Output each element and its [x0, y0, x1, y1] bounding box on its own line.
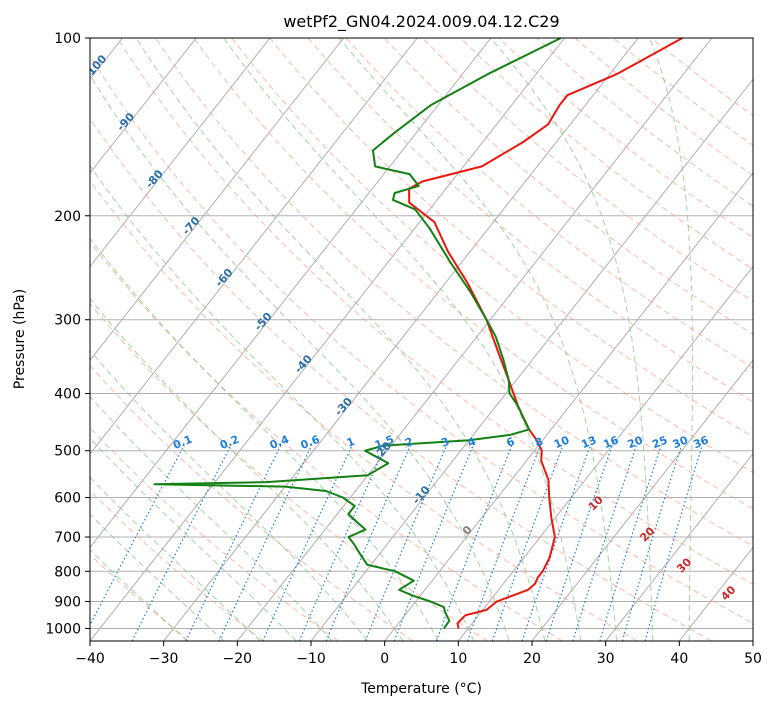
mixing-ratio-line: [131, 445, 232, 641]
mixing-ratio-line: [572, 445, 638, 641]
y-tick-label: 400: [54, 387, 81, 403]
y-tick-label: 300: [54, 313, 81, 329]
y-tick-label: 500: [54, 444, 81, 460]
mixing-ratio-label: 36: [691, 433, 710, 451]
isotherm-line: [90, 38, 492, 549]
y-axis-label: Pressure (hPa): [12, 289, 28, 389]
isotherm-line: [605, 452, 753, 641]
mixing-ratio-line: [621, 445, 683, 641]
mixing-ratio-line: [393, 445, 474, 641]
mixing-ratio-label: 8: [533, 435, 545, 450]
mixing-ratio-label: 20: [626, 433, 645, 451]
isotherm-line: [90, 38, 344, 361]
mixing-ratio-line: [521, 445, 591, 641]
dry-adiabat-line: [269, 38, 753, 438]
dry-adiabat-line: [155, 38, 753, 547]
y-tick-label: 600: [54, 490, 81, 506]
isotherm-line: [163, 38, 639, 641]
isotherm-line: [457, 265, 753, 641]
data-series: [153, 38, 683, 630]
moist-adiabat-line: [649, 38, 693, 641]
mixing-ratio-label: 30: [671, 433, 690, 451]
dry-adiabat-line: [90, 54, 753, 624]
dry-adiabat-line: [422, 38, 753, 302]
x-tick-label: 40: [670, 651, 688, 667]
mixing-ratio-label: 1: [345, 435, 357, 450]
y-tick-label: 100: [54, 31, 81, 47]
isotherm-line: [384, 172, 753, 641]
moist-adiabat-line: [90, 437, 297, 641]
mixing-ratio-line: [435, 445, 513, 641]
moist-adiabat-line: [338, 38, 618, 641]
mixing-ratio-line: [644, 445, 703, 641]
dry-adiabat-line: [90, 117, 712, 641]
y-tick-label: 900: [54, 594, 81, 610]
x-axis-label: Temperature (°C): [360, 681, 482, 697]
dry-adiabat-line: [90, 364, 414, 641]
x-tick-label: −40: [75, 651, 105, 667]
x-tick-label: 30: [597, 651, 615, 667]
dry-adiabat-line: [90, 427, 339, 641]
x-tick-label: −10: [296, 651, 326, 667]
isotherm-line: [310, 78, 753, 641]
mixing-ratio-label: 16: [601, 433, 620, 451]
isotherm-line: [90, 38, 271, 268]
mixing-ratio-line: [185, 445, 282, 641]
y-tick-label: 800: [54, 564, 81, 580]
x-tick-label: 20: [523, 651, 541, 667]
x-tick-label: 0: [380, 651, 389, 667]
plot-area: 0.1 0.2 0.4 0.6 1 1.5 2 3 4 6 8 10 13 16 20 25 30 36-100-…: [90, 38, 753, 641]
mixing-ratio-line: [466, 445, 541, 641]
dry-adiabat-line: [116, 38, 753, 585]
dry-adiabat-line: [90, 553, 190, 641]
mixing-ratio-line: [545, 445, 613, 641]
mixing-ratio-line: [298, 445, 387, 641]
moist-adiabat-line: [90, 73, 510, 641]
x-tick-label: 50: [744, 651, 762, 667]
mixing-ratio-line: [491, 445, 564, 641]
isotherm-line: [90, 38, 197, 174]
dry-adiabat-line: [90, 179, 638, 641]
mixing-ratio-lines: [90, 445, 703, 641]
dry-adiabat-line: [193, 38, 753, 510]
temperature-profile: [408, 38, 683, 629]
x-tick-label: −20: [223, 651, 253, 667]
moist-adiabat-line: [90, 237, 439, 641]
dry-adiabat-line: [307, 38, 753, 403]
mixing-ratio-label: 2: [403, 435, 415, 450]
x-tick-label: −30: [149, 651, 179, 667]
x-tick-label: 10: [449, 651, 467, 667]
dry-adiabat-line: [90, 241, 563, 641]
isotherm-line: [236, 38, 713, 641]
isotherm-line: [90, 38, 565, 641]
y-tick-label: 200: [54, 209, 81, 225]
isotherm-line: [90, 38, 418, 455]
mixing-ratio-label: 13: [579, 433, 598, 451]
moist-adiabat-line: [490, 38, 654, 641]
chart-title: wetPf2_GN04.2024.009.04.12.C29: [283, 12, 559, 32]
mixing-ratio-label: 3: [439, 435, 451, 450]
mixing-ratio-label: 10: [552, 433, 571, 451]
moist-adiabat-line: [90, 297, 404, 641]
moist-adiabats: [90, 38, 693, 641]
axis-ticks: −40 −30 −20 −10 0 10 20 30 40 50 100 200 300 400 500 60…: [45, 31, 762, 667]
y-tick-label: 700: [54, 530, 81, 546]
grid-lines: [90, 38, 753, 641]
moist-adiabat-line: [90, 395, 333, 641]
plot-frame: [89, 37, 754, 642]
dewpoint-profile: [153, 38, 562, 630]
mixing-ratio-label: 25: [650, 433, 669, 451]
isotherm-line: [531, 359, 753, 641]
dry-adiabat-line: [231, 38, 753, 474]
y-tick-label: 1000: [45, 621, 81, 637]
mixing-ratio-line: [599, 445, 662, 641]
moist-adiabat-line: [223, 38, 582, 641]
